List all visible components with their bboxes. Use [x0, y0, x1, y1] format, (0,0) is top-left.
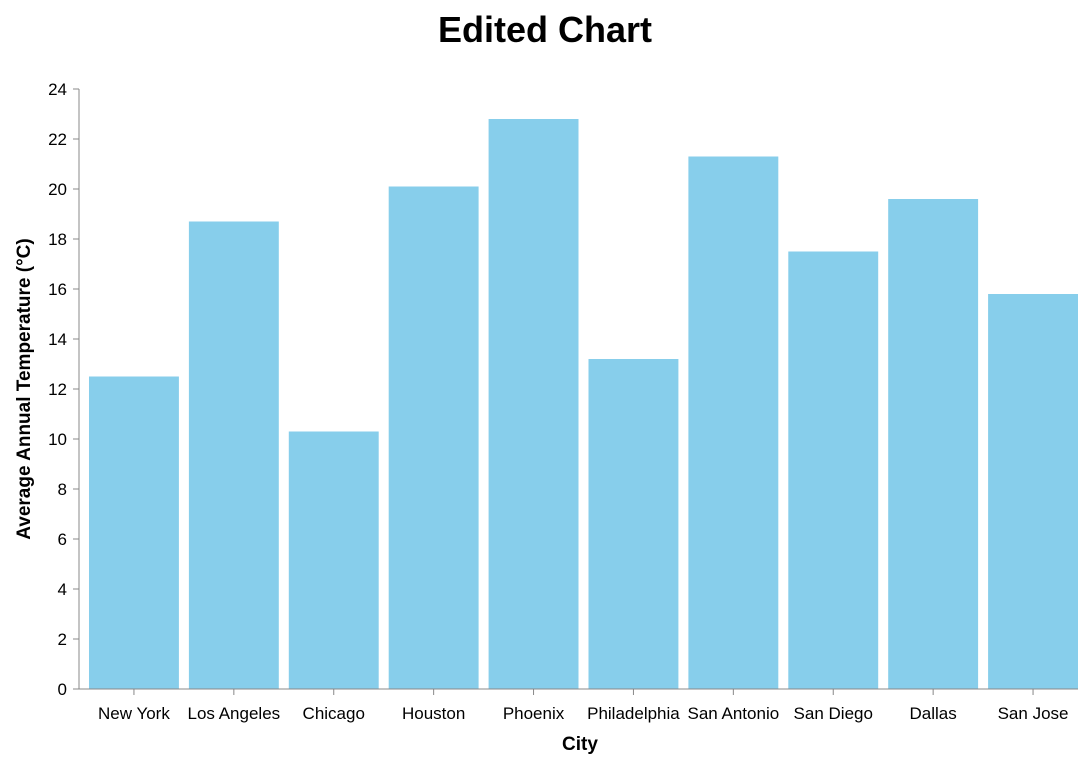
bar-new-york [88, 376, 179, 689]
y-tick-label: 22 [48, 130, 67, 149]
y-tick-label: 2 [58, 630, 67, 649]
y-tick-label: 18 [48, 230, 67, 249]
x-tick-label: Chicago [303, 704, 365, 723]
y-tick-label: 0 [58, 680, 67, 699]
bar-san-diego [788, 251, 879, 689]
y-tick-label: 8 [58, 480, 67, 499]
x-tick-label: Dallas [910, 704, 957, 723]
x-tick-label: San Antonio [687, 704, 779, 723]
bar-san-antonio [688, 156, 779, 689]
y-tick-label: 24 [48, 80, 67, 99]
x-axis: New York Los Angeles Chicago Houston Phoenix… [79, 688, 1078, 723]
x-tick-label: New York [98, 704, 170, 723]
bars-group [88, 119, 1078, 689]
y-tick-label: 14 [48, 330, 67, 349]
bar-san-jose [988, 294, 1078, 689]
x-tick-label: Houston [402, 704, 465, 723]
bar-philadelphia [588, 359, 679, 689]
x-tick-label: Phoenix [503, 704, 565, 723]
y-tick-label: 4 [58, 580, 67, 599]
bar-dallas [888, 199, 979, 689]
x-tick-label: Philadelphia [587, 704, 680, 723]
x-tick-label: Los Angeles [188, 704, 281, 723]
y-axis-title: Average Annual Temperature (°C) [14, 238, 35, 539]
y-tick-label: 16 [48, 280, 67, 299]
y-tick-label: 20 [48, 180, 67, 199]
y-tick-label: 12 [48, 380, 67, 399]
bar-chicago [288, 431, 379, 689]
x-tick-label: San Jose [998, 704, 1069, 723]
x-axis-title: City [562, 734, 598, 755]
y-tick-label: 6 [58, 530, 67, 549]
bar-phoenix [488, 119, 579, 689]
y-tick-label: 10 [48, 430, 67, 449]
bar-houston [388, 186, 479, 689]
chart-title: Edited Chart [438, 9, 652, 50]
x-tick-label: San Diego [794, 704, 873, 723]
bar-los-angeles [188, 221, 279, 689]
